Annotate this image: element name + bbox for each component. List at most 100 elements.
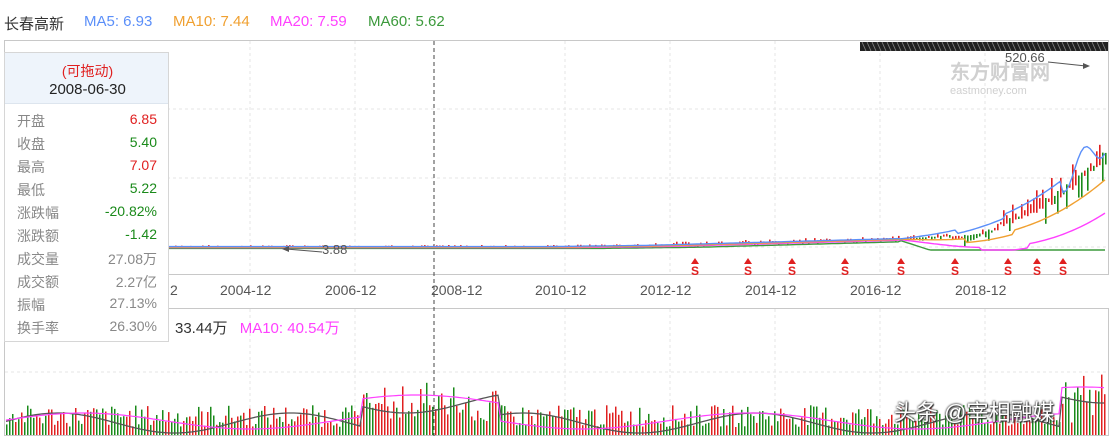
hatch-line (1076, 41, 1082, 52)
tooltip-row: 成交额 2.27亿 (17, 272, 157, 292)
hatch-line (966, 41, 972, 52)
hatch-line (906, 41, 912, 52)
volume-bar (486, 421, 488, 435)
volume-bar (417, 409, 419, 435)
volume-bar (285, 407, 287, 435)
volume-bar (27, 405, 29, 435)
volume-bar (963, 405, 965, 435)
tooltip-row: 最低 5.22 (17, 180, 157, 200)
volume-bar (351, 405, 353, 435)
volume-bar (243, 412, 245, 435)
volume-bar (339, 426, 341, 435)
volume-bar (933, 415, 935, 435)
volume-bar (249, 408, 251, 435)
volume-bar (996, 415, 998, 435)
volume-bar (582, 425, 584, 435)
volume-bar (483, 419, 485, 435)
volume-bar (1089, 389, 1091, 435)
volume-bar (750, 414, 752, 435)
volume-bar (1014, 413, 1016, 435)
hatch-line (866, 41, 872, 52)
hatch-line (1081, 41, 1087, 52)
candle (1054, 195, 1056, 204)
volume-bar (891, 414, 893, 435)
volume-bar (360, 421, 362, 435)
volume-bar (1032, 417, 1034, 435)
candle (1039, 198, 1041, 209)
volume-bar (9, 418, 11, 435)
hatch-line (1071, 41, 1077, 52)
volume-bar (1083, 375, 1085, 435)
volume-bar (690, 411, 692, 435)
volume-bar (903, 409, 905, 435)
volume-bar (375, 404, 377, 435)
candle (1012, 204, 1014, 224)
candle (1057, 191, 1059, 214)
tooltip-row-value: -1.42 (125, 226, 157, 242)
volume-bar (51, 409, 53, 435)
volume-bar (444, 405, 446, 435)
volume-bar (132, 426, 134, 435)
dividend-s-arrow-icon (1004, 258, 1012, 264)
volume-bar (594, 409, 596, 435)
volume-bar (489, 402, 491, 435)
volume-bar (24, 422, 26, 435)
volume-bar (633, 424, 635, 435)
volume-bar (945, 415, 947, 435)
volume-bar (474, 420, 476, 435)
volume-bar (45, 415, 47, 435)
volume-bar (450, 398, 452, 435)
volume-bar (1047, 416, 1049, 435)
volume-bar (846, 419, 848, 435)
volume-bar (915, 420, 917, 435)
hatch-line (1021, 41, 1027, 52)
candle (1042, 189, 1044, 209)
tooltip-divider (5, 103, 168, 104)
volume-bar (960, 405, 962, 435)
candle (1018, 216, 1020, 219)
volume-bar (330, 421, 332, 435)
tooltip-row-label: 换手率 (17, 320, 59, 336)
volume-bar (546, 414, 548, 435)
tooltip-drag-hint[interactable]: (可拖动) (61, 63, 114, 79)
volume-bar (111, 406, 113, 435)
volume-bar (636, 425, 638, 435)
volume-bar (72, 414, 74, 435)
volume-bar (762, 411, 764, 435)
candle (955, 235, 957, 240)
volume-bar (1035, 418, 1037, 435)
candle (892, 236, 894, 240)
dividend-s-arrow-icon (1059, 258, 1067, 264)
volume-bar (795, 424, 797, 435)
volume-bar (657, 422, 659, 435)
candle (1045, 198, 1047, 224)
tooltip-row: 成交量 27.08万 (17, 249, 157, 269)
volume-bar (210, 406, 212, 435)
volume-bar (519, 423, 521, 435)
tooltip-row: 收盘 5.40 (17, 134, 157, 154)
volume-bar (165, 421, 167, 435)
candle (916, 237, 918, 240)
hatch-line (961, 41, 967, 52)
hatch-line (1061, 41, 1067, 52)
volume-bar (117, 413, 119, 435)
stock-name[interactable]: 长春高新 (4, 16, 65, 33)
watermark: 头条 @宰相融媒 (894, 400, 1055, 425)
volume-bar (612, 412, 614, 435)
volume-bar (441, 393, 443, 435)
candle (1102, 152, 1104, 181)
price-tooltip[interactable]: (可拖动) 2008-06-30 开盘 6.85 收盘 5.40 最高 7.07 最低 5.2… (4, 52, 169, 342)
volume-bar (540, 412, 542, 435)
dividend-s-label: S (788, 264, 796, 278)
volume-bar (372, 407, 374, 435)
hatch-line (936, 41, 942, 52)
max-arrow (1047, 61, 1087, 67)
volume-bar (774, 411, 776, 435)
eastmoney-logo: 东方财富网 eastmoney.com (950, 56, 1050, 97)
volume-bar (906, 405, 908, 435)
volume-bar (1065, 382, 1067, 435)
volume-bar (141, 409, 143, 435)
x-tick-label: 2008-12 (431, 282, 483, 298)
volume-bar (759, 411, 761, 435)
